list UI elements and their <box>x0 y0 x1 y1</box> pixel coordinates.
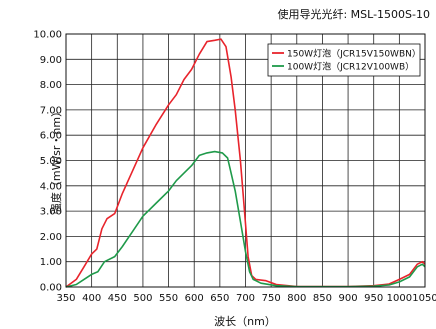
y-tick-label: 2.00 <box>40 232 62 243</box>
x-tick-label: 550 <box>159 293 178 304</box>
x-tick-label: 350 <box>56 293 75 304</box>
x-tick-label: 450 <box>108 293 127 304</box>
y-tick-label: 3.00 <box>40 207 62 218</box>
legend-box <box>267 43 421 77</box>
legend: 150W灯泡（JCR15V150WBN）100W灯泡（JCR12V100WB） <box>267 43 421 77</box>
x-tick-label: 500 <box>133 293 152 304</box>
y-tick-label: 4.00 <box>40 181 62 192</box>
y-tick-label: 1.00 <box>40 257 62 268</box>
y-axis-label: 强度（mW/sr・nm） <box>50 105 64 215</box>
x-tick-label: 800 <box>287 293 306 304</box>
x-tick-label: 1000 <box>387 293 412 304</box>
series-line-2 <box>65 150 426 288</box>
series-lines <box>65 38 426 288</box>
measurement-note: 使用导光光纤: MSL-1500S-10 <box>277 8 430 21</box>
y-tick-label: 10.00 <box>33 30 62 41</box>
y-tick-label: 7.00 <box>40 105 62 116</box>
x-tick-label: 650 <box>210 293 229 304</box>
y-tick-label: 9.00 <box>40 55 62 66</box>
tick-labels: 350 400 450 500 550 600 650 700 750 800 850 900 950 1… <box>33 30 436 305</box>
y-tick-label: 0.00 <box>40 283 62 294</box>
x-tick-label: 850 <box>313 293 332 304</box>
x-tick-label: 1050 <box>412 293 436 304</box>
x-tick-label: 400 <box>82 293 101 304</box>
y-tick-label: 6.00 <box>40 131 62 142</box>
y-tick-label: 5.00 <box>40 156 62 167</box>
x-tick-label: 700 <box>236 293 255 304</box>
y-tick-label: 8.00 <box>40 80 62 91</box>
x-tick-label: 750 <box>262 293 281 304</box>
x-tick-label: 950 <box>364 293 383 304</box>
legend-label: 100W灯泡（JCR12V100WB） <box>287 61 414 73</box>
x-tick-label: 600 <box>185 293 204 304</box>
plot-frame <box>65 33 426 288</box>
x-tick-label: 900 <box>339 293 358 304</box>
legend-label: 150W灯泡（JCR15V150WBN） <box>287 48 421 60</box>
x-axis-label: 波长（nm） <box>214 315 276 328</box>
